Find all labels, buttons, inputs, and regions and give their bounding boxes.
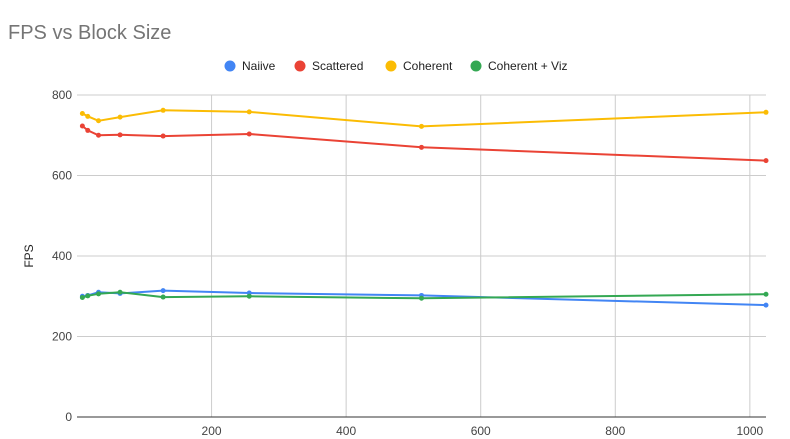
- data-point: [79, 123, 85, 129]
- x-tick-label: 800: [605, 424, 625, 438]
- series-lines: [79, 107, 769, 308]
- series-scattered: [79, 123, 769, 164]
- legend-marker-icon: [470, 60, 482, 72]
- data-point: [763, 109, 769, 115]
- y-axis-title: FPS: [22, 244, 36, 267]
- y-tick-label: 400: [52, 249, 72, 263]
- data-point: [419, 144, 424, 150]
- data-point: [79, 111, 85, 117]
- y-tick-label: 0: [65, 410, 72, 424]
- legend-label: Naiive: [242, 59, 276, 73]
- gridlines: [77, 94, 766, 417]
- y-tick-label: 600: [52, 169, 72, 183]
- legend-label: Coherent: [403, 59, 453, 73]
- data-point: [85, 127, 91, 133]
- data-point: [419, 123, 424, 129]
- data-point: [246, 293, 252, 299]
- data-point: [160, 288, 166, 294]
- series-line: [81, 125, 767, 162]
- x-tick-label: 400: [336, 424, 356, 438]
- series-line: [81, 109, 767, 128]
- legend-label: Coherent + Viz: [488, 59, 568, 73]
- y-tick-label: 200: [52, 330, 72, 344]
- legend[interactable]: Naiive Scattered Coherent Coherent + Viz: [224, 59, 568, 73]
- legend-item[interactable]: Scattered: [294, 59, 364, 73]
- legend-item[interactable]: Coherent: [385, 59, 454, 73]
- series-coherent: [79, 107, 769, 129]
- legend-marker-icon: [294, 60, 306, 72]
- data-point: [117, 114, 123, 120]
- y-tick-label: 800: [52, 88, 72, 102]
- data-point: [96, 291, 102, 297]
- legend-item[interactable]: Naiive: [224, 59, 276, 73]
- data-point: [160, 133, 166, 139]
- data-point: [160, 294, 166, 300]
- data-point: [763, 158, 769, 164]
- series-coherent-viz: [79, 289, 769, 301]
- data-point: [246, 109, 252, 115]
- x-tick-label: 1000: [737, 424, 764, 438]
- data-point: [96, 118, 102, 124]
- data-point: [763, 291, 769, 297]
- legend-item[interactable]: Coherent + Viz: [470, 59, 568, 73]
- chart-title: FPS vs Block Size: [8, 22, 172, 44]
- data-point: [160, 107, 166, 113]
- legend-label: Scattered: [312, 59, 363, 73]
- legend-marker-icon: [385, 60, 397, 72]
- legend-marker-icon: [224, 60, 236, 72]
- data-point: [117, 289, 123, 295]
- data-point: [79, 294, 85, 300]
- data-point: [85, 113, 91, 119]
- axes: 0 200 400 600 800 200 400 600 800 1000 FPS: [22, 88, 766, 438]
- x-tick-label: 600: [471, 424, 491, 438]
- data-point: [96, 132, 102, 138]
- data-point: [246, 131, 252, 137]
- data-point: [419, 295, 424, 301]
- data-point: [85, 293, 91, 299]
- data-point: [117, 132, 123, 138]
- x-tick-label: 200: [202, 424, 222, 438]
- data-point: [763, 302, 769, 308]
